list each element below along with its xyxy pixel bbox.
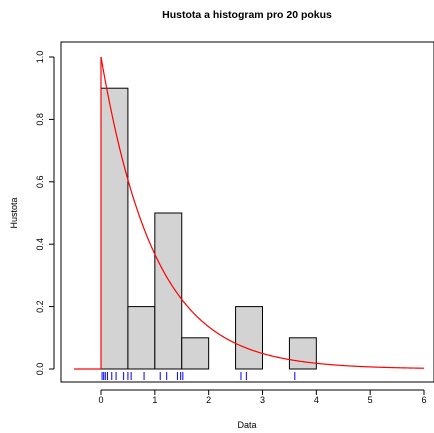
plot-area: 0 1 2 3 4 5 6 0.0 0.2 0.4 0.6 0.8 1.0	[35, 51, 427, 405]
y-tick-label: 0.4	[35, 238, 45, 251]
y-tick-label: 1.0	[35, 51, 45, 64]
histogram-bar	[181, 337, 210, 370]
histogram-bar	[154, 212, 183, 370]
x-tick-label: 6	[421, 395, 426, 405]
y-axis-label: Hustota	[9, 197, 19, 228]
x-axis-label: Data	[237, 420, 256, 430]
plot-frame	[60, 41, 434, 383]
y-tick-label: 0.2	[35, 300, 45, 313]
x-tick-label: 2	[206, 395, 211, 405]
y-tick-label: 0.0	[35, 363, 45, 376]
histogram-bar	[235, 306, 263, 370]
density-curve	[100, 56, 425, 369]
histogram-bar	[288, 337, 317, 370]
y-tick-label: 0.6	[35, 176, 45, 189]
y-tick-label: 0.8	[35, 113, 45, 126]
x-tick-label: 1	[152, 395, 157, 405]
x-tick-label: 4	[314, 395, 319, 405]
x-tick-label: 3	[260, 395, 265, 405]
histogram-bar	[100, 87, 129, 370]
x-tick-label: 5	[368, 395, 373, 405]
x-tick-label: 0	[98, 395, 103, 405]
chart-title: Hustota a histogram pro 20 pokus	[162, 9, 332, 21]
histogram-bar	[127, 306, 156, 370]
